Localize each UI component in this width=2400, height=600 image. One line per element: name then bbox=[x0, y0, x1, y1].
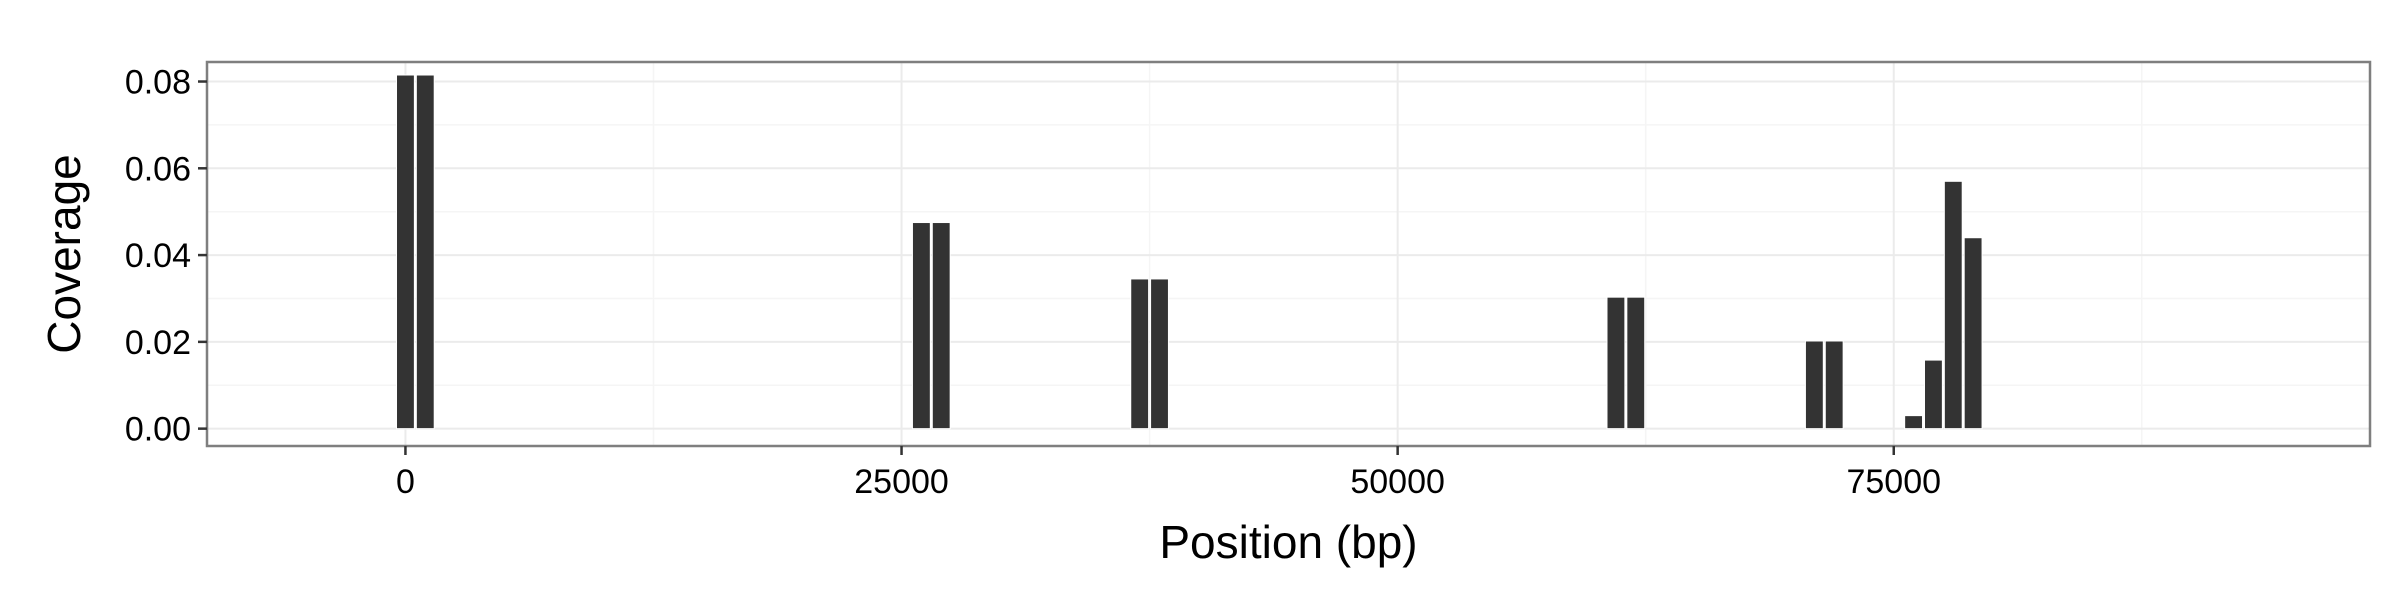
x-tick-label: 25000 bbox=[854, 463, 949, 501]
bar bbox=[1150, 278, 1169, 430]
bar bbox=[1626, 296, 1646, 430]
bar bbox=[1963, 237, 1983, 430]
bar bbox=[1130, 278, 1150, 430]
bar bbox=[1924, 359, 1943, 430]
bar bbox=[911, 222, 931, 430]
y-tick-label: 0.00 bbox=[125, 411, 191, 449]
x-tick-label: 75000 bbox=[1846, 463, 1941, 501]
y-tick-label: 0.06 bbox=[125, 150, 191, 188]
y-tick-label: 0.02 bbox=[125, 324, 191, 362]
bar bbox=[1606, 296, 1626, 430]
bar bbox=[415, 74, 435, 430]
bar bbox=[1804, 340, 1824, 430]
panel-background bbox=[207, 62, 2370, 446]
y-axis-title: Coverage bbox=[38, 154, 90, 353]
bar bbox=[396, 74, 415, 430]
bar bbox=[1824, 340, 1844, 430]
axes: 0 25000 50000 75000 0.00 0.02 0.04 0.06 0.08 bbox=[125, 64, 1941, 501]
y-tick-label: 0.04 bbox=[125, 237, 191, 275]
x-axis-title: Position (bp) bbox=[1159, 516, 1417, 568]
y-tick-label: 0.08 bbox=[125, 64, 191, 102]
bars bbox=[396, 74, 1983, 430]
bar bbox=[931, 222, 951, 430]
bar bbox=[1943, 180, 1963, 430]
grid-lines bbox=[207, 62, 2370, 446]
x-tick-label: 50000 bbox=[1350, 463, 1445, 501]
bar bbox=[1904, 415, 1924, 430]
x-tick-label: 0 bbox=[396, 463, 415, 501]
